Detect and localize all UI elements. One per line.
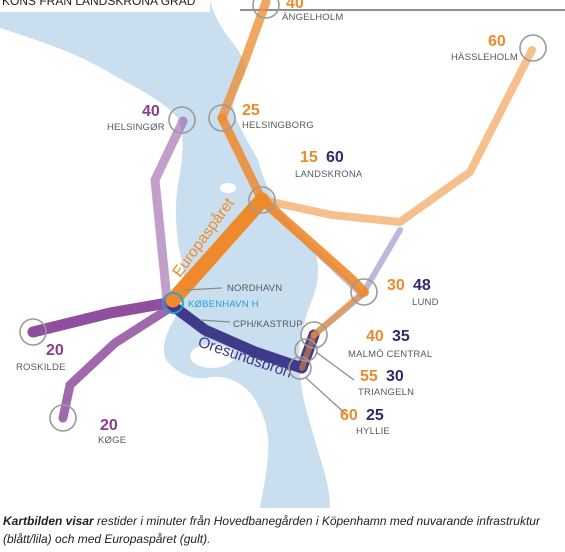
leader-triangeln xyxy=(315,351,355,381)
header-strip xyxy=(0,0,210,12)
station-marker-hyllie xyxy=(288,356,312,380)
route-helsingor-kbh xyxy=(150,116,188,305)
station-name-kastrup: CPH/KASTRUP xyxy=(233,319,303,330)
station-marker-triangeln xyxy=(294,338,318,362)
station-name-helsingor: HELSINGØR xyxy=(107,122,165,133)
time-koge: 20 xyxy=(100,417,118,434)
station-name-malmo: MALMÖ CENTRAL xyxy=(348,349,432,360)
land-saltholm xyxy=(190,344,234,368)
station-marker-landskrona xyxy=(248,186,276,214)
leader-nordhavn xyxy=(184,287,223,291)
station-marker-roskilde xyxy=(19,318,47,346)
time-hyllie-europa: 60 xyxy=(340,407,358,424)
leader-hyllie xyxy=(305,377,349,417)
station-name-kobenhavn: KØBENHAVN H xyxy=(188,299,259,310)
station-name-hyllie: HYLLIE xyxy=(356,426,390,437)
station-name-roskilde: ROSKILDE xyxy=(16,362,66,373)
route-helsingborg-landskrona xyxy=(217,113,267,205)
time-malmo-now: 35 xyxy=(392,328,410,345)
station-name-koge: KØGE xyxy=(98,435,126,446)
station-marker-malmo xyxy=(300,321,328,349)
caption-lead: Kartbilden visar xyxy=(3,514,94,528)
route-angelholm-helsingborg xyxy=(217,0,271,123)
station-name-hassleholm: HÄSSLEHOLM xyxy=(451,52,518,63)
station-marker-koge xyxy=(49,404,77,432)
station-marker-helsingor xyxy=(168,106,196,134)
route-roskilde-kbh xyxy=(27,296,179,338)
time-lund-europa: 30 xyxy=(387,277,405,294)
station-name-lund: LUND xyxy=(412,297,439,308)
station-name-helsingborg: HELSINGBORG xyxy=(242,120,314,131)
header-fragment: KONS FRÅN LANDSKRONA GRAD xyxy=(2,0,196,8)
time-helsingborg: 25 xyxy=(242,102,260,119)
route-landskrona-hassleholm xyxy=(258,46,536,226)
station-marker-lund xyxy=(350,278,378,306)
station-marker-hassleholm xyxy=(519,34,547,62)
station-name-landskrona: LANDSKRONA xyxy=(295,169,363,180)
route-lund-malmo xyxy=(310,288,368,339)
leader-kastrup xyxy=(199,319,231,323)
station-marker-kobenhavn xyxy=(162,292,184,314)
route-europasparet-main xyxy=(165,192,270,308)
time-helsingor: 40 xyxy=(142,103,160,120)
time-lund-now: 48 xyxy=(413,277,431,294)
station-name-angelholm: ÄNGELHOLM xyxy=(282,12,343,23)
map-caption: Kartbilden visar restider i minuter från… xyxy=(3,512,563,548)
time-hyllie-now: 25 xyxy=(366,407,384,424)
map-figure: Europaspåret Öresundsbron ÄNGELHOLM HÄSS… xyxy=(0,0,565,508)
time-triangeln-now: 30 xyxy=(386,368,404,385)
time-hassleholm: 60 xyxy=(488,33,506,50)
time-landskrona-europa: 15 xyxy=(300,149,318,166)
route-koge-kbh xyxy=(58,301,178,423)
time-roskilde: 20 xyxy=(46,342,64,359)
station-marker-helsingborg xyxy=(208,104,236,132)
station-marker-angelholm xyxy=(252,0,280,19)
time-malmo-europa: 40 xyxy=(366,328,384,345)
station-name-nordhavn: NORDHAVN xyxy=(227,283,282,294)
station-name-triangeln: TRIANGELN xyxy=(358,387,414,398)
caption-text: restider i minuter från Hovedbanegården … xyxy=(3,514,540,546)
time-triangeln-europa: 55 xyxy=(360,368,378,385)
land-ven xyxy=(220,183,236,193)
route-landskrona-lund xyxy=(257,195,369,297)
time-angelholm: 40 xyxy=(286,0,304,12)
time-landskrona-now: 60 xyxy=(326,149,344,166)
